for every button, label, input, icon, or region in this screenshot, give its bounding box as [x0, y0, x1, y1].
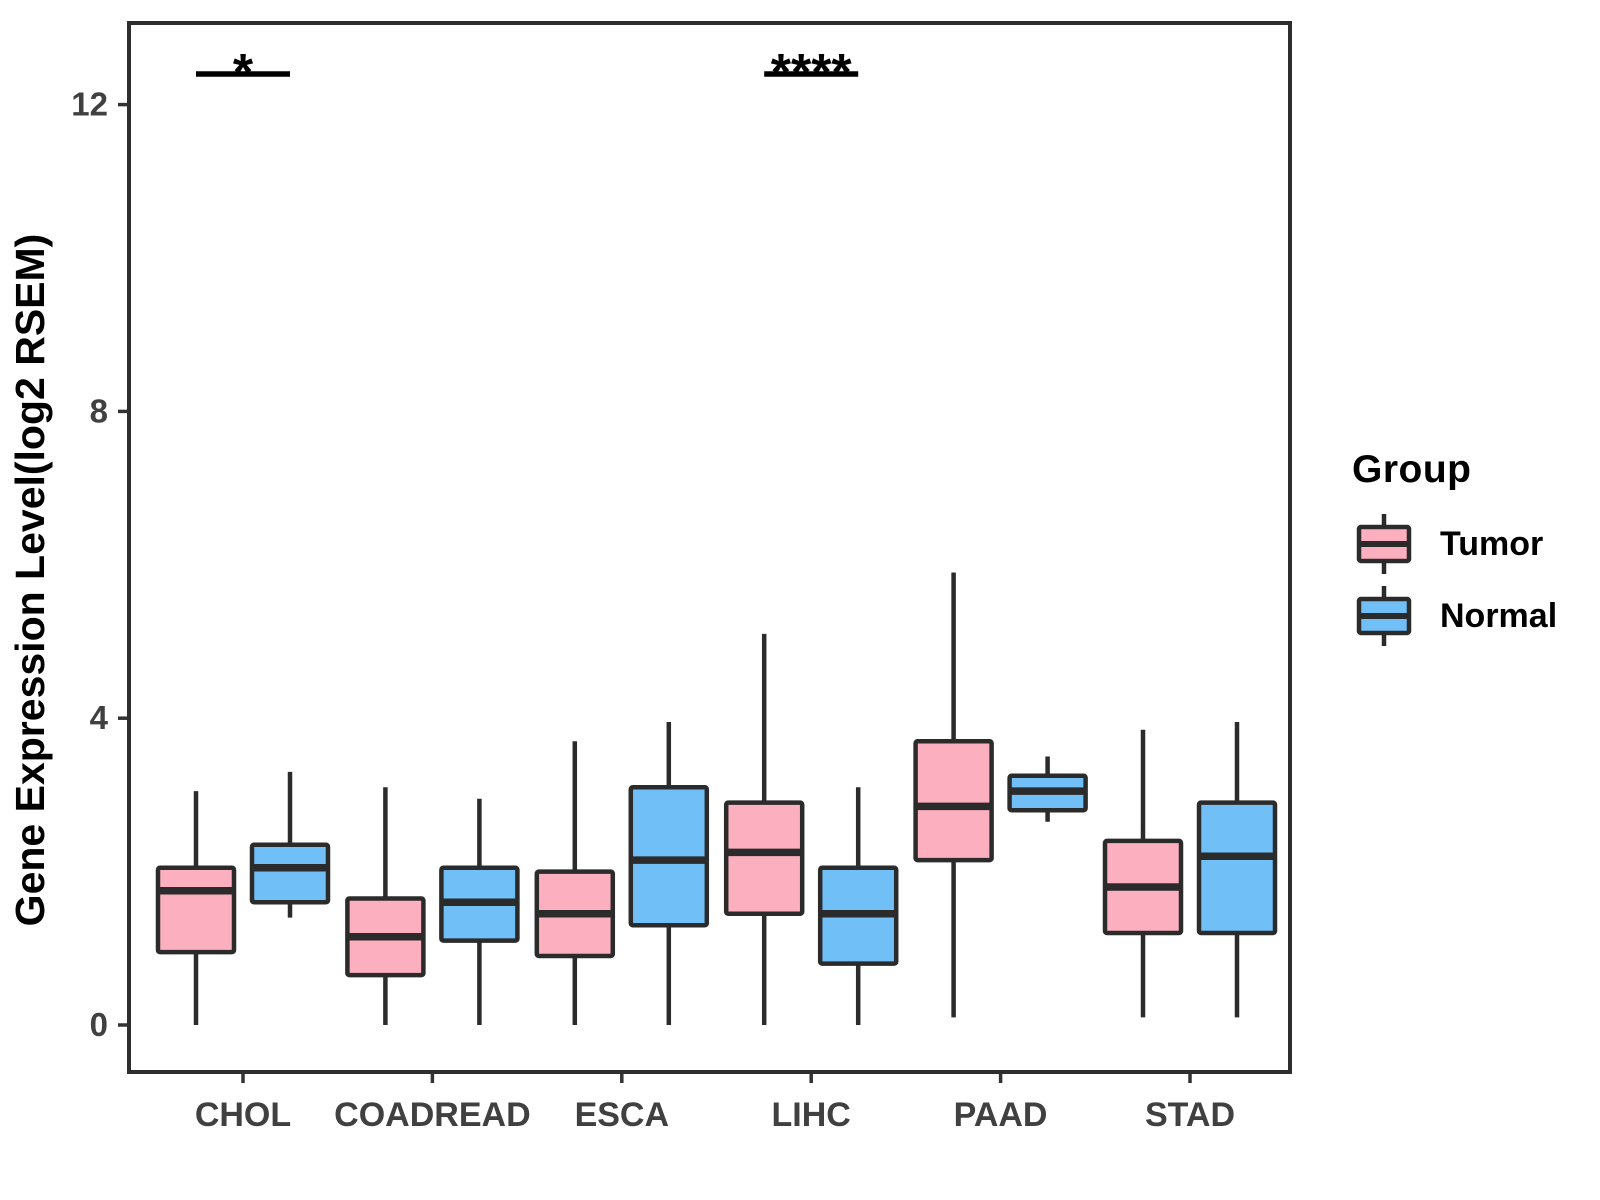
legend-label-normal: Normal [1440, 596, 1558, 635]
box-tumor-PAAD [913, 738, 994, 863]
legend-item-tumor: Tumor [1356, 512, 1557, 576]
box-normal-ESCA [628, 784, 710, 928]
x-tick-label-ESCA: ESCA [575, 1096, 669, 1134]
box-tumor-LIHC [723, 800, 805, 917]
panel-border [127, 21, 1292, 1074]
legend-label-tumor: Tumor [1440, 524, 1544, 563]
legend-item-normal: Normal [1356, 584, 1557, 648]
x-tick-label-CHOL: CHOL [195, 1096, 291, 1134]
normal-boxplot-glyph [1356, 586, 1412, 646]
y-tick-label-8: 8 [90, 392, 108, 429]
x-tick-label-COADREAD: COADREAD [334, 1096, 530, 1134]
x-tick-label-PAAD: PAAD [954, 1096, 1048, 1134]
y-tick-label-4: 4 [90, 699, 109, 736]
box-normal-STAD [1196, 800, 1278, 936]
x-tick-label-STAD: STAD [1145, 1096, 1235, 1134]
box-tumor-CHOL [155, 865, 237, 955]
tumor-boxplot-glyph [1356, 514, 1412, 574]
legend-title: Group [1352, 448, 1472, 491]
significance-label-LIHC: **** [771, 44, 853, 102]
legend: Group Tumor Normal [1352, 448, 1557, 656]
box-normal-CHOL [249, 842, 331, 905]
y-tick-label-0: 0 [90, 1006, 108, 1043]
y-tick-label-12: 12 [71, 86, 108, 123]
y-axis-title: Gene Expression Level(log2 RSEM) [7, 234, 53, 927]
significance-label-CHOL: * [233, 44, 254, 102]
x-tick-label-LIHC: LIHC [772, 1096, 851, 1134]
